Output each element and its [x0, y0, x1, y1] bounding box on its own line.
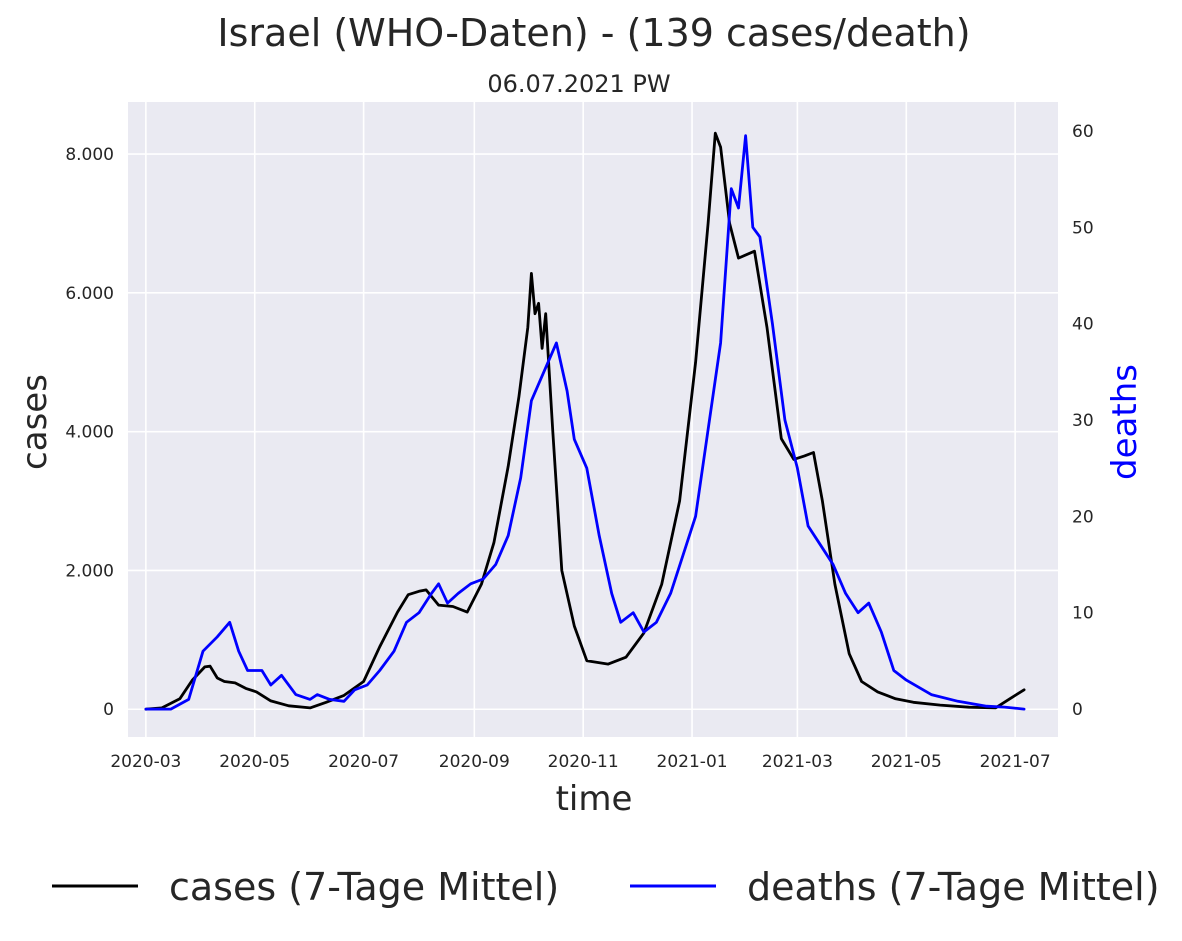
y-tick-label-right: 40	[1072, 315, 1094, 335]
grid	[128, 102, 1058, 737]
x-tick-label: 2021-07	[980, 752, 1051, 772]
x-tick-label: 2021-05	[871, 752, 942, 772]
y-tick-label-left: 6.000	[65, 284, 114, 304]
y-axis-right-label: deaths	[1105, 364, 1145, 480]
x-tick-label: 2021-03	[762, 752, 833, 772]
x-axis-label: time	[556, 779, 633, 819]
y-tick-label-right: 10	[1072, 604, 1094, 624]
series-line-deaths	[144, 134, 1026, 711]
legend: cases (7-Tage Mittel) deaths (7-Tage Mit…	[52, 865, 1160, 909]
y-axis-right-ticks: 0 10 20 30 40 50 60	[1072, 122, 1094, 720]
y-axis-left-ticks: 0 2.000 4.000 6.000 8.000	[65, 145, 114, 720]
y-axis-left-label: cases	[15, 374, 55, 470]
chart-subtitle: 06.07.2021 PW	[487, 70, 670, 98]
y-tick-label-left: 8.000	[65, 145, 114, 165]
x-tick-label: 2021-01	[657, 752, 728, 772]
y-tick-label-right: 20	[1072, 507, 1094, 527]
legend-label-deaths: deaths (7-Tage Mittel)	[747, 865, 1160, 909]
y-tick-label-left: 2.000	[65, 561, 114, 581]
y-tick-label-right: 60	[1072, 122, 1094, 142]
y-tick-label-right: 0	[1072, 700, 1083, 720]
x-axis-ticks: 2020-03 2020-05 2020-07 2020-09 2020-11 2021-…	[110, 752, 1050, 772]
x-tick-label: 2020-11	[548, 752, 619, 772]
legend-label-cases: cases (7-Tage Mittel)	[169, 865, 559, 909]
y-tick-label-left: 0	[103, 700, 114, 720]
x-tick-label: 2020-05	[219, 752, 290, 772]
y-tick-label-left: 4.000	[65, 423, 114, 443]
series-line-cases	[144, 131, 1026, 711]
x-tick-label: 2020-07	[328, 752, 399, 772]
plot-area	[128, 102, 1058, 737]
x-tick-label: 2020-03	[110, 752, 181, 772]
chart-title: Israel (WHO-Daten) - (139 cases/death)	[217, 11, 970, 55]
y-tick-label-right: 50	[1072, 218, 1094, 238]
series-lines	[144, 131, 1026, 711]
y-tick-label-right: 30	[1072, 411, 1094, 431]
x-tick-label: 2020-09	[439, 752, 510, 772]
